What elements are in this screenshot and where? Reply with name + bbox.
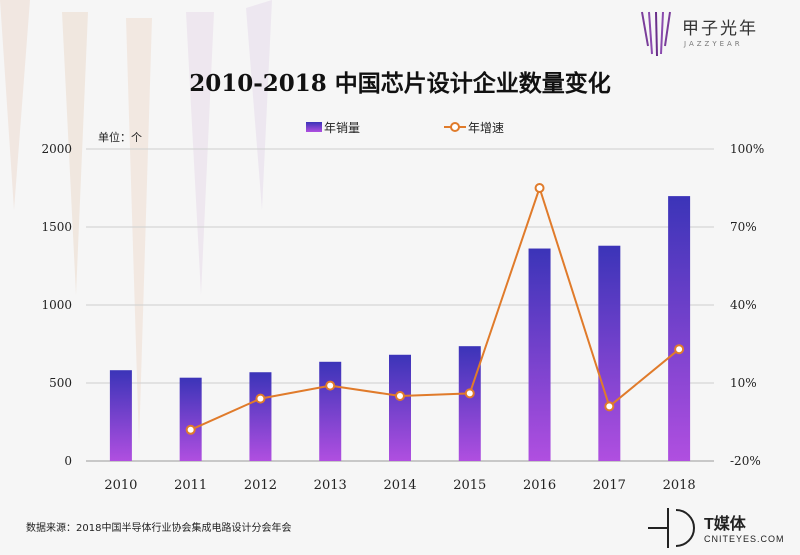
brand-logo: 甲子光年 JAZZYEAR — [638, 10, 788, 58]
bar — [458, 346, 481, 461]
y-right-tick-label: 100% — [730, 142, 764, 156]
tmedia-logo: T媒体 CNITEYES.COM — [640, 506, 784, 550]
y-left-tick-label: 1500 — [41, 220, 72, 234]
y-left-tick-label: 500 — [49, 376, 72, 390]
y-right-tick-label: 70% — [730, 220, 757, 234]
growth-point — [674, 344, 685, 355]
x-tick-label: 2015 — [453, 478, 486, 493]
y-left-tick-label: 0 — [64, 454, 72, 468]
brand-subtitle: JAZZYEAR — [684, 40, 743, 48]
growth-point — [325, 380, 336, 391]
bar — [389, 354, 411, 461]
brand-name: 甲子光年 — [682, 19, 758, 39]
bar — [179, 377, 202, 461]
y-left-tick-label: 1000 — [41, 298, 72, 312]
tmedia-subtitle: CNITEYES.COM — [704, 534, 785, 544]
x-tick-label: 2014 — [383, 478, 416, 493]
growth-point — [255, 393, 266, 404]
growth-point — [395, 391, 405, 401]
growth-point — [185, 424, 196, 435]
x-tick-label: 2011 — [174, 478, 207, 493]
tmedia-name: T媒体 — [704, 516, 746, 533]
y-unit-label: 单位：个 — [98, 130, 142, 144]
chart-title: 2010-2018 中国芯片设计企业数量变化 — [189, 70, 611, 97]
bar — [319, 361, 342, 461]
y-right-tick-label: 40% — [730, 298, 757, 312]
growth-point — [534, 183, 545, 193]
y-right-tick-label: -20% — [730, 454, 761, 468]
x-tick-label: 2013 — [314, 478, 347, 493]
x-tick-label: 2016 — [523, 478, 556, 493]
bar — [668, 196, 691, 461]
bar — [598, 245, 621, 461]
source-note: 数据来源：2018中国半导体行业协会集成电路设计分会年会 — [26, 523, 292, 534]
legend-line-marker — [450, 122, 460, 132]
x-tick-label: 2018 — [663, 478, 696, 493]
y-left-tick-label: 2000 — [41, 142, 72, 156]
x-tick-label: 2017 — [593, 478, 626, 493]
growth-point — [464, 388, 475, 399]
growth-point — [604, 401, 615, 412]
tmedia-mark-icon — [648, 508, 695, 548]
growth-line — [190, 184, 680, 431]
legend-bar-label: 年销量 — [324, 121, 360, 135]
bar — [528, 248, 551, 461]
legend-line-label: 年增速 — [468, 121, 504, 135]
y-right-tick-label: 10% — [730, 376, 757, 390]
bar — [109, 370, 132, 461]
bar — [249, 372, 272, 461]
brand-mark-icon — [641, 11, 671, 57]
x-tick-label: 2012 — [244, 478, 277, 493]
legend-bar-swatch — [306, 122, 322, 132]
x-tick-label: 2010 — [104, 478, 137, 493]
